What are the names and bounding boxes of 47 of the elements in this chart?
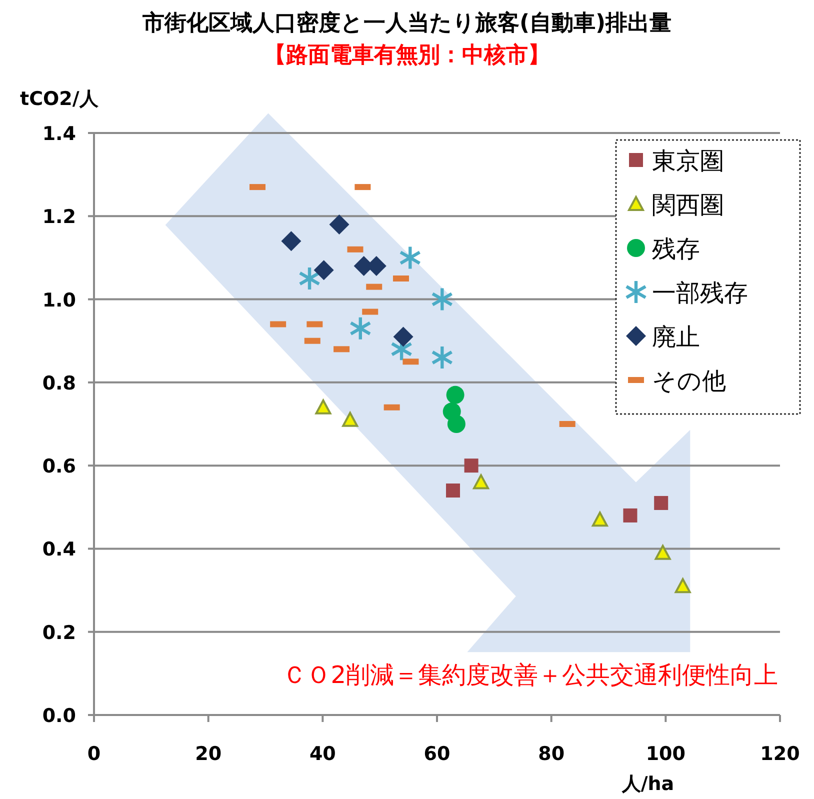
point	[281, 231, 302, 252]
point	[350, 317, 371, 340]
point	[654, 496, 668, 510]
annotation: ＣＯ2削減＝集約度改善＋公共交通利便性向上	[282, 661, 778, 689]
point	[447, 415, 466, 433]
point	[315, 399, 332, 414]
y-tick-label: 0.4	[42, 538, 76, 561]
legend-label: 一部残存	[652, 279, 748, 307]
x-tick-label: 20	[195, 743, 222, 765]
y-tick-label: 1.4	[42, 123, 76, 145]
point	[299, 268, 320, 290]
x-tick-label: 100	[646, 743, 686, 765]
point	[623, 508, 638, 522]
x-tick-label: 120	[760, 743, 800, 765]
legend-label: 廃止	[652, 323, 700, 351]
legend-label: 関西圏	[652, 191, 724, 219]
y-tick-label: 0.6	[42, 456, 76, 478]
point	[446, 484, 460, 498]
x-tick-label: 60	[424, 743, 450, 765]
x-tick-label: 80	[538, 743, 565, 765]
y-tick-label: 1.2	[42, 206, 76, 228]
point	[400, 246, 420, 269]
point	[314, 260, 334, 280]
point	[432, 346, 452, 368]
y-tick-label: 0.2	[42, 622, 76, 644]
legend-label: 東京圏	[652, 147, 724, 175]
point	[342, 412, 358, 427]
y-tick-label: 1.0	[42, 289, 76, 312]
y-tick-label: 0.0	[42, 705, 76, 727]
point	[329, 214, 350, 234]
chart-subtitle: 【路面電車有無別：中核市】	[264, 42, 550, 68]
point	[446, 386, 464, 404]
point	[432, 288, 452, 310]
point	[393, 326, 414, 347]
chart-title: 市街化区域人口密度と一人当たり旅客(自動車)排出量	[141, 10, 672, 36]
x-axis-title: 人/ha	[620, 773, 674, 795]
legend-label: その他	[652, 367, 726, 395]
point	[464, 458, 478, 473]
x-tick-label: 40	[309, 743, 336, 765]
point	[674, 578, 691, 594]
point	[592, 512, 608, 527]
point	[473, 474, 490, 490]
x-tick-label: 0	[87, 743, 101, 765]
legend-label: 残存	[652, 235, 700, 263]
y-axis-title: tCO2/人	[20, 88, 100, 110]
point	[654, 544, 671, 560]
y-tick-label: 0.8	[42, 372, 76, 394]
